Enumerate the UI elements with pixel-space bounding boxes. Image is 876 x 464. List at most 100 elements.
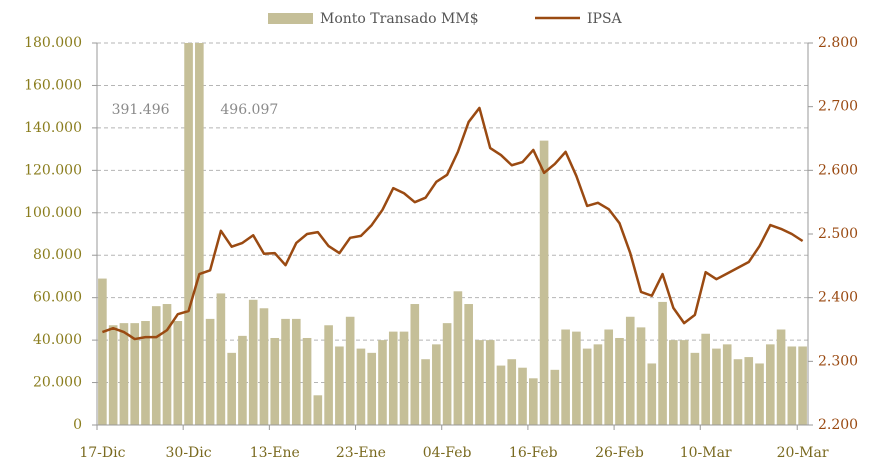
y2-tick-label: 2.700 <box>818 99 858 115</box>
bar <box>119 323 129 425</box>
bar <box>98 278 107 425</box>
bar <box>378 340 387 425</box>
y2-tick-label: 2.500 <box>818 226 858 242</box>
bar <box>528 378 538 425</box>
bar <box>712 348 721 425</box>
y-tick-label: 80.000 <box>33 247 82 263</box>
bar <box>582 348 592 425</box>
bar <box>755 363 764 425</box>
bar <box>561 329 570 425</box>
bar <box>442 323 452 425</box>
y2-tick-label: 2.400 <box>818 290 858 306</box>
legend-label: Monto Transado MM$ <box>320 11 479 27</box>
y-tick-label: 120.000 <box>24 162 82 178</box>
x-tick-label: 23-Ene <box>336 445 386 461</box>
bar <box>722 344 732 425</box>
x-tick-label: 17-Dic <box>79 445 125 461</box>
bar <box>475 340 484 425</box>
y-tick-label: 20.000 <box>33 375 82 391</box>
x-tick-label: 04-Feb <box>423 445 472 461</box>
bar <box>205 318 215 425</box>
bar <box>270 337 280 425</box>
bar <box>625 316 635 425</box>
y-tick-label: 160.000 <box>24 77 82 93</box>
bar <box>184 43 193 425</box>
bar <box>572 331 581 425</box>
y-tick-label: 140.000 <box>24 120 82 136</box>
bar <box>356 348 366 425</box>
bar <box>248 299 258 425</box>
x-tick-label: 13-Ene <box>250 445 300 461</box>
bar <box>130 323 140 425</box>
bar <box>485 340 495 425</box>
bar <box>216 293 226 425</box>
x-tick-label: 30-Dic <box>166 445 212 461</box>
bars <box>98 43 807 426</box>
bar <box>604 329 614 425</box>
bar <box>399 331 409 425</box>
bar <box>593 344 603 425</box>
bar <box>141 321 150 425</box>
bar <box>302 337 312 425</box>
bar <box>453 291 463 425</box>
bar <box>658 301 667 425</box>
bar <box>507 359 517 425</box>
bar <box>335 346 344 425</box>
bar <box>281 318 290 425</box>
bar <box>787 346 797 425</box>
y-tick-label: 100.000 <box>24 205 82 221</box>
bar <box>195 43 204 426</box>
x-tick-label: 26-Feb <box>595 445 644 461</box>
y2-tick-label: 2.600 <box>818 162 858 178</box>
bar <box>108 325 118 425</box>
bar <box>690 352 700 425</box>
bar <box>173 321 183 425</box>
bar <box>798 346 807 425</box>
bar <box>765 344 775 425</box>
bar <box>259 308 269 425</box>
bar <box>744 357 754 425</box>
value-label: 391.496 <box>112 102 170 118</box>
y-tick-label: 60.000 <box>33 290 82 306</box>
bar <box>550 369 560 425</box>
bar <box>227 352 236 425</box>
x-tick-label: 16-Feb <box>509 445 558 461</box>
bar <box>647 363 657 425</box>
bar <box>669 340 678 425</box>
bar <box>464 304 473 425</box>
value-label: 496.097 <box>220 102 278 118</box>
bar <box>539 140 549 425</box>
bar <box>388 331 398 425</box>
y2-tick-label: 2.300 <box>818 353 858 369</box>
bar <box>367 352 377 425</box>
bar <box>162 304 172 425</box>
x-tick-label: 10-Mar <box>680 445 732 461</box>
bar <box>291 318 301 425</box>
bar <box>313 395 323 425</box>
bar <box>432 344 441 425</box>
bar <box>636 327 646 425</box>
bar <box>421 359 430 425</box>
bar <box>410 304 420 425</box>
legend-label: IPSA <box>587 11 623 27</box>
bar <box>345 316 355 425</box>
bar <box>496 365 506 425</box>
overlay: 0 20.000 40.000 60.000 80.000 100.000 120.000 1… <box>24 11 858 461</box>
y2-tick-label: 2.200 <box>818 417 858 433</box>
line <box>101 106 804 341</box>
bar <box>615 337 624 425</box>
legend-swatch <box>268 13 313 24</box>
y-tick-label: 0 <box>73 417 82 433</box>
bar <box>151 306 161 425</box>
bar <box>238 335 247 425</box>
y-tick-label: 180.000 <box>24 35 82 51</box>
bar <box>776 329 786 425</box>
bar <box>518 367 527 425</box>
x-tick-label: 20-Mar <box>777 445 829 461</box>
y2-tick-label: 2.800 <box>818 35 858 51</box>
bar <box>701 333 710 425</box>
bar <box>679 340 689 425</box>
bar <box>324 325 333 425</box>
y-tick-label: 40.000 <box>33 332 82 348</box>
